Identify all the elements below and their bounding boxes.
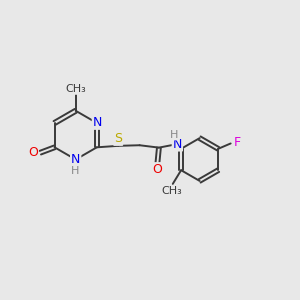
Text: S: S xyxy=(114,132,122,145)
Text: N: N xyxy=(71,153,80,166)
Text: H: H xyxy=(170,130,178,140)
Text: F: F xyxy=(234,136,242,149)
Text: N: N xyxy=(93,116,102,129)
Text: CH₃: CH₃ xyxy=(65,84,86,94)
Text: N: N xyxy=(173,138,182,151)
Text: CH₃: CH₃ xyxy=(161,186,182,196)
Text: O: O xyxy=(28,146,38,159)
Text: O: O xyxy=(152,163,162,176)
Text: H: H xyxy=(71,166,79,176)
